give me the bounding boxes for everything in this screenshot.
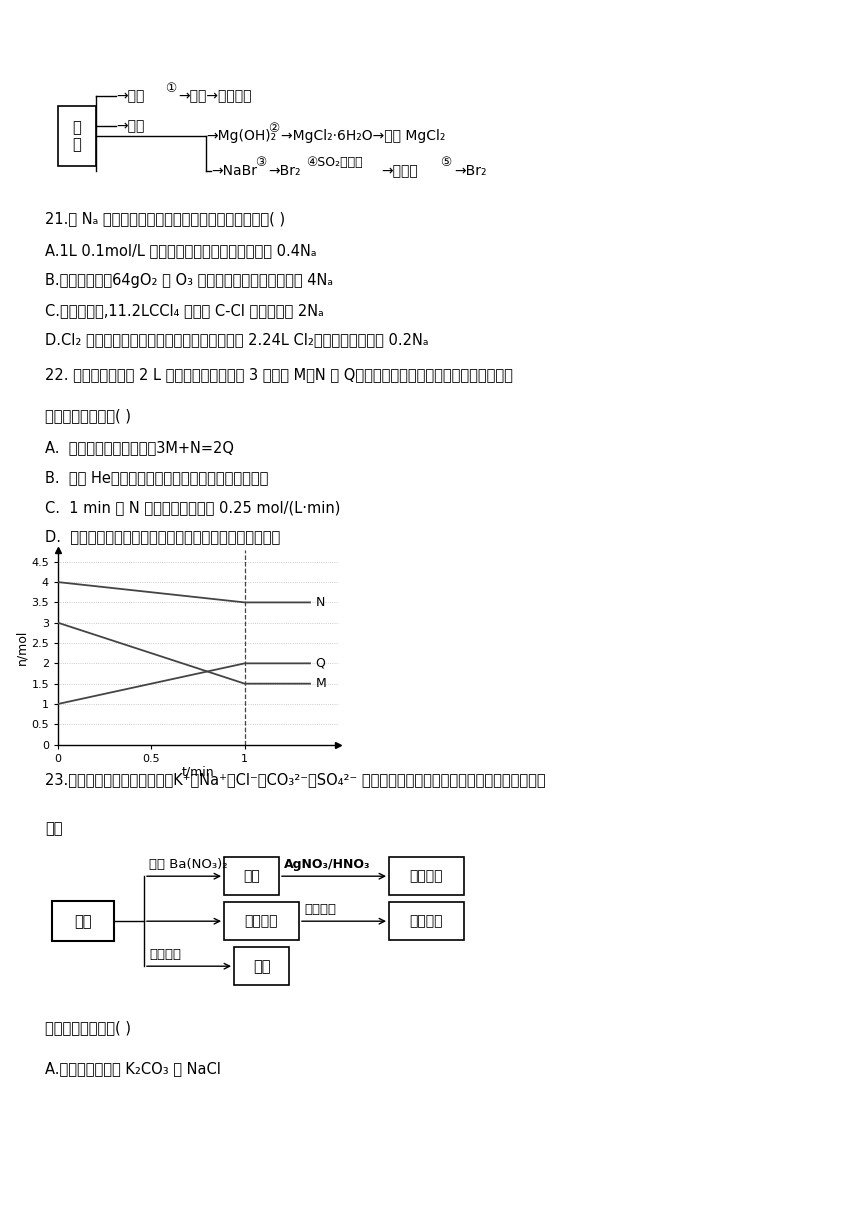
- Text: 沉淀溶解: 沉淀溶解: [409, 914, 443, 928]
- Text: 白色沉淀: 白色沉淀: [245, 914, 279, 928]
- Text: D.  当容器内气体密度保持不变时，化学反应达到平衡状态: D. 当容器内气体密度保持不变时，化学反应达到平衡状态: [45, 530, 280, 545]
- Text: ②: ②: [268, 122, 280, 135]
- Bar: [58, 106, 96, 167]
- Text: ③: ③: [255, 157, 267, 169]
- Text: 黄色: 黄色: [253, 958, 270, 974]
- Text: N: N: [316, 596, 325, 609]
- Bar: [234, 947, 289, 985]
- Bar: [389, 857, 464, 895]
- Text: →粗盐: →粗盐: [116, 89, 144, 103]
- Text: B.  充入 He，容器内压强增大，则化学反应速率增大: B. 充入 He，容器内压强增大，则化学反应速率增大: [45, 471, 268, 485]
- Bar: [224, 857, 279, 895]
- Text: 过量 Ba(NO₃)₂: 过量 Ba(NO₃)₂: [149, 857, 228, 871]
- Text: 下列说法正确的是( ): 下列说法正确的是( ): [45, 409, 131, 423]
- Text: →精盐→氯碱工业: →精盐→氯碱工业: [178, 89, 251, 103]
- Text: B.常温常压下，64gO₂ 和 O₃ 的混合气体中氧原子数目为 4Nₐ: B.常温常压下，64gO₂ 和 O₃ 的混合气体中氧原子数目为 4Nₐ: [45, 274, 333, 288]
- Text: 下列说法正确的是( ): 下列说法正确的是( ): [45, 1020, 131, 1035]
- Text: ⑤: ⑤: [440, 157, 452, 169]
- Text: 验：: 验：: [45, 821, 63, 837]
- Text: 白色沉淀: 白色沉淀: [409, 869, 443, 883]
- Text: →Br₂: →Br₂: [268, 164, 300, 178]
- Text: →Mg(OH)₂: →Mg(OH)₂: [206, 129, 276, 143]
- Text: 21.设 Nₐ 为阿伏加德罗常数的值，下列说法正确的是( ): 21.设 Nₐ 为阿伏加德罗常数的值，下列说法正确的是( ): [45, 212, 286, 226]
- Text: M: M: [316, 677, 326, 691]
- Text: Q: Q: [316, 657, 325, 670]
- Text: →MgCl₂·6H₂O→无水 MgCl₂: →MgCl₂·6H₂O→无水 MgCl₂: [281, 129, 445, 143]
- Text: →吸收液: →吸收液: [381, 164, 418, 178]
- Text: AgNO₃/HNO₃: AgNO₃/HNO₃: [284, 857, 371, 871]
- Text: 过量盐酸: 过量盐酸: [304, 902, 336, 916]
- Text: A.  该反应的化学方程式：3M+N=2Q: A. 该反应的化学方程式：3M+N=2Q: [45, 440, 234, 456]
- Text: 焰色反应: 焰色反应: [149, 947, 181, 961]
- Text: 22. 一定温度下，在 2 L 恒容密闭容器中充入 3 种气体 M、N 和 Q，它们的物质的量随时间变化如图所示。: 22. 一定温度下，在 2 L 恒容密闭容器中充入 3 种气体 M、N 和 Q，…: [45, 367, 513, 383]
- Text: 溶液: 溶液: [74, 913, 92, 929]
- Text: 23.某固体混合物中可能含有：K⁺、Na⁺、Cl⁻、CO₃²⁻、SO₄²⁻ 等离子，将该固体溶解所得到的溶液进行如下实: 23.某固体混合物中可能含有：K⁺、Na⁺、Cl⁻、CO₃²⁻、SO₄²⁻ 等离…: [45, 772, 545, 788]
- Text: 溶液: 溶液: [243, 869, 260, 883]
- Text: C.标准状况下,11.2LCCl₄ 中含有 C-Cl 键的数目为 2Nₐ: C.标准状况下,11.2LCCl₄ 中含有 C-Cl 键的数目为 2Nₐ: [45, 303, 323, 317]
- Bar: [52, 901, 114, 941]
- Text: →母液: →母液: [116, 119, 144, 133]
- Text: ④SO₂水溶液: ④SO₂水溶液: [306, 157, 363, 169]
- Text: 海
水: 海 水: [72, 120, 82, 152]
- X-axis label: t/min: t/min: [181, 765, 214, 778]
- Bar: [224, 902, 299, 940]
- Bar: [389, 902, 464, 940]
- Text: →Br₂: →Br₂: [454, 164, 487, 178]
- Text: C.  1 min 内 N 的平均反应速率为 0.25 mol/(L·min): C. 1 min 内 N 的平均反应速率为 0.25 mol/(L·min): [45, 500, 341, 514]
- Text: A.该混合物一定是 K₂CO₃ 和 NaCl: A.该混合物一定是 K₂CO₃ 和 NaCl: [45, 1060, 221, 1076]
- Text: →NaBr: →NaBr: [211, 164, 257, 178]
- Y-axis label: n/mol: n/mol: [15, 630, 28, 665]
- Text: ①: ①: [165, 81, 176, 95]
- Text: D.Cl₂ 与石灰乳反应制漂白粉，消耗标准状况下 2.24L Cl₂，转移电子数目为 0.2Nₐ: D.Cl₂ 与石灰乳反应制漂白粉，消耗标准状况下 2.24L Cl₂，转移电子数…: [45, 332, 428, 348]
- Text: A.1L 0.1mol/L 硫酸钠溶液中含有氧原子数目为 0.4Nₐ: A.1L 0.1mol/L 硫酸钠溶液中含有氧原子数目为 0.4Nₐ: [45, 243, 316, 259]
